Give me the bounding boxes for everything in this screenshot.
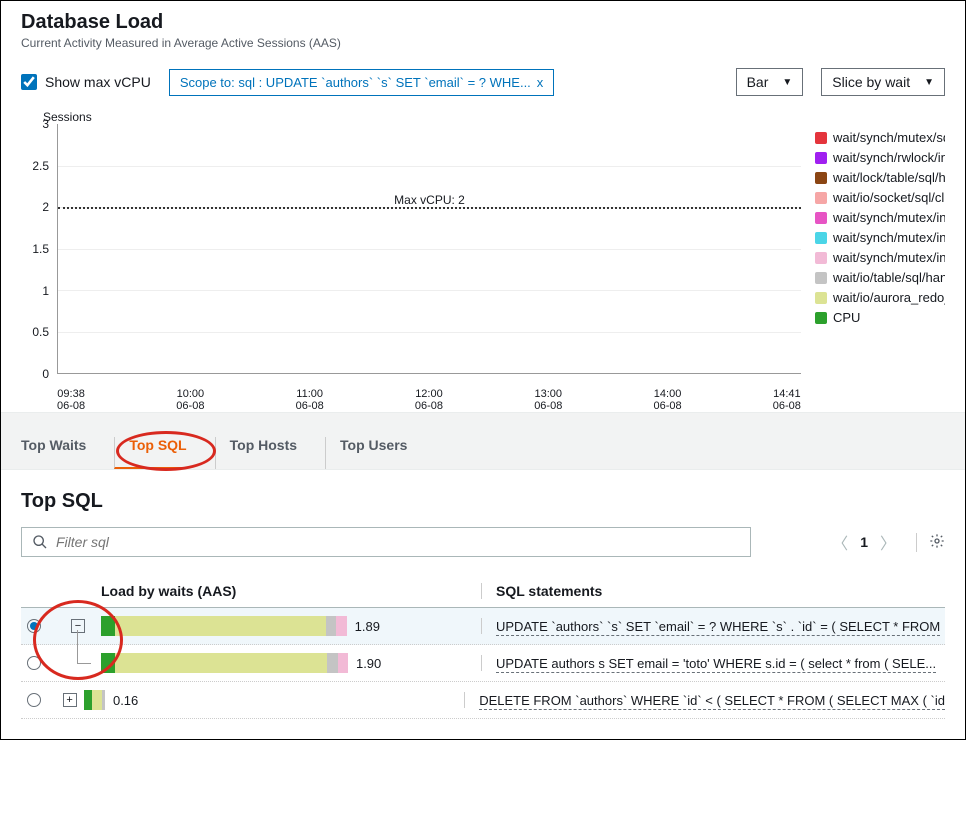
legend-swatch — [815, 252, 827, 264]
page-number: 1 — [860, 534, 868, 550]
x-tick: 10:0006-08 — [176, 388, 204, 412]
tab-top-hosts[interactable]: Top Hosts — [215, 437, 297, 469]
legend-label: wait/synch/mutex/inn — [833, 210, 945, 225]
y-tick: 2.5 — [32, 159, 49, 173]
legend-label: wait/io/aurora_redo_lo — [833, 290, 945, 305]
legend-swatch — [815, 312, 827, 324]
load-value: 0.16 — [113, 693, 138, 708]
legend-swatch — [815, 232, 827, 244]
search-icon — [32, 534, 48, 550]
load-value: 1.89 — [355, 619, 380, 634]
y-tick: 0.5 — [32, 325, 49, 339]
section-title: Top SQL — [21, 490, 945, 513]
legend-swatch — [815, 192, 827, 204]
page-prev-button[interactable]: 〈 — [832, 530, 848, 554]
column-header-sql[interactable]: SQL statements — [481, 583, 945, 599]
legend-item[interactable]: wait/io/table/sql/hand — [815, 270, 945, 285]
legend-label: wait/io/table/sql/hand — [833, 270, 945, 285]
page-title: Database Load — [21, 11, 945, 34]
legend-item[interactable]: wait/synch/mutex/inn — [815, 230, 945, 245]
x-tick: 11:0006-08 — [296, 388, 324, 412]
chart-type-dropdown[interactable]: Bar ▼ — [736, 68, 804, 96]
y-tick: 0 — [42, 367, 49, 381]
max-vcpu-label: Max vCPU: 2 — [390, 193, 469, 207]
legend-item[interactable]: wait/synch/mutex/sql/ — [815, 130, 945, 145]
tab-top-users[interactable]: Top Users — [325, 437, 407, 469]
show-max-vcpu-label: Show max vCPU — [45, 74, 151, 90]
legend-swatch — [815, 132, 827, 144]
legend-item[interactable]: wait/lock/table/sql/ha — [815, 170, 945, 185]
row-select-radio[interactable] — [27, 656, 41, 670]
page-next-button[interactable]: 〉 — [880, 530, 896, 554]
load-bar — [101, 653, 348, 673]
legend-swatch — [815, 172, 827, 184]
legend-label: wait/synch/mutex/sql/ — [833, 130, 945, 145]
y-tick: 2 — [42, 200, 49, 214]
x-tick: 09:3806-08 — [57, 388, 85, 412]
y-tick: 1 — [42, 284, 49, 298]
show-max-vcpu-checkbox[interactable]: Show max vCPU — [21, 74, 151, 90]
legend-item[interactable]: CPU — [815, 310, 945, 325]
filter-sql-input[interactable] — [21, 527, 751, 557]
legend-item[interactable]: wait/io/aurora_redo_lo — [815, 290, 945, 305]
sql-statement[interactable]: DELETE FROM `authors` WHERE `id` < ( SEL… — [479, 693, 945, 710]
load-bar — [101, 616, 347, 636]
settings-button[interactable] — [916, 533, 945, 552]
legend-item[interactable]: wait/io/socket/sql/clie — [815, 190, 945, 205]
legend-swatch — [815, 152, 827, 164]
chart-legend: wait/synch/mutex/sql/wait/synch/rwlock/i… — [815, 110, 945, 394]
tab-top-sql[interactable]: Top SQL — [114, 437, 186, 469]
column-header-load[interactable]: Load by waits (AAS) — [101, 583, 481, 599]
y-tick: 3 — [42, 117, 49, 131]
legend-item[interactable]: wait/synch/mutex/inn — [815, 210, 945, 225]
table-row[interactable]: 1.90 UPDATE authors s SET email = 'toto' … — [21, 645, 945, 682]
legend-swatch — [815, 212, 827, 224]
x-tick: 14:0006-08 — [653, 388, 681, 412]
legend-label: wait/synch/mutex/inn — [833, 250, 945, 265]
caret-down-icon: ▼ — [924, 77, 934, 88]
legend-item[interactable]: wait/synch/rwlock/inn — [815, 150, 945, 165]
slice-by-value: Slice by wait — [832, 74, 910, 90]
x-tick: 14:4106-08 — [773, 388, 801, 412]
expand-button[interactable]: + — [63, 693, 77, 707]
scope-filter-close-icon[interactable]: x — [537, 75, 544, 90]
x-tick: 13:0006-08 — [534, 388, 562, 412]
legend-label: wait/synch/rwlock/inn — [833, 150, 945, 165]
caret-down-icon: ▼ — [782, 77, 792, 88]
gear-icon — [929, 533, 945, 549]
scope-filter-label: Scope to: sql : UPDATE `authors` `s` SET… — [180, 75, 531, 90]
sql-statement[interactable]: UPDATE authors s SET email = 'toto' WHER… — [496, 656, 936, 673]
y-axis-label: Sessions — [43, 110, 801, 124]
legend-swatch — [815, 292, 827, 304]
legend-swatch — [815, 272, 827, 284]
table-row[interactable]: +0.16 DELETE FROM `authors` WHERE `id` < … — [21, 682, 945, 719]
scope-filter-pill[interactable]: Scope to: sql : UPDATE `authors` `s` SET… — [169, 69, 554, 96]
load-value: 1.90 — [356, 656, 381, 671]
row-select-radio[interactable] — [27, 693, 41, 707]
sql-statement[interactable]: UPDATE `authors` `s` SET `email` = ? WHE… — [496, 619, 940, 636]
y-tick: 1.5 — [32, 242, 49, 256]
slice-by-dropdown[interactable]: Slice by wait ▼ — [821, 68, 945, 96]
legend-label: wait/synch/mutex/inn — [833, 230, 945, 245]
table-row[interactable]: −1.89UPDATE `authors` `s` SET `email` = … — [21, 608, 945, 645]
legend-label: wait/io/socket/sql/clie — [833, 190, 945, 205]
row-select-radio[interactable] — [27, 619, 41, 633]
x-tick: 12:0006-08 — [415, 388, 443, 412]
legend-item[interactable]: wait/synch/mutex/inn — [815, 250, 945, 265]
legend-label: wait/lock/table/sql/ha — [833, 170, 945, 185]
tab-top-waits[interactable]: Top Waits — [21, 437, 86, 469]
legend-label: CPU — [833, 310, 860, 325]
load-bar — [84, 690, 105, 710]
page-subtitle: Current Activity Measured in Average Act… — [21, 36, 945, 50]
chart-type-value: Bar — [747, 74, 769, 90]
